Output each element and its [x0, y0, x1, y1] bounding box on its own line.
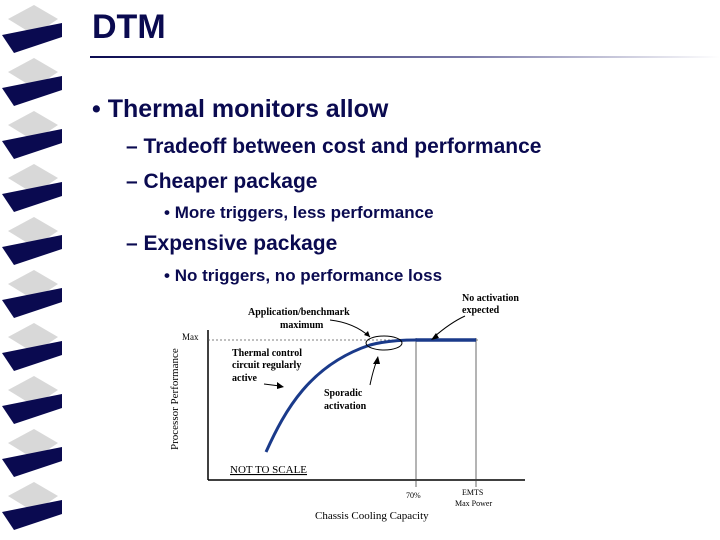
bullet-text: Expensive package [143, 232, 338, 255]
border-dark-strip [2, 182, 62, 212]
border-dark-strip [2, 394, 62, 424]
arrow-app [329, 319, 371, 338]
bullet-marker: – [126, 232, 138, 255]
border-dark-strip [2, 288, 62, 318]
y-max-label: Max [182, 332, 199, 342]
performance-figure: Max Processor Performance Application/be… [160, 290, 540, 525]
y-axis-label: Processor Performance [169, 348, 181, 450]
border-dark-strip [2, 447, 62, 477]
border-light-strip [8, 164, 58, 194]
border-dark-strip [2, 235, 62, 265]
bullet-text: Thermal monitors allow [107, 95, 389, 123]
annotation-thermal-line1: Thermal control [232, 348, 302, 359]
arrow-thermal-head [277, 382, 284, 389]
highlight-ellipse [365, 335, 403, 351]
bullet-text: Tradeoff between cost and performance [143, 135, 542, 158]
annotation-noact-line2: expected [462, 305, 500, 316]
border-light-strip [8, 58, 58, 88]
border-light-strip [8, 217, 58, 247]
border-light-strip [8, 111, 58, 141]
x-tick-emts: EMTS [462, 488, 483, 497]
bullet-item: • More triggers, less performance [164, 203, 434, 223]
arrow-sporadic-head [373, 356, 380, 364]
annotation-app-line2: maximum [280, 320, 324, 331]
bullet-item: – Cheaper package [126, 170, 317, 194]
bullet-item: – Tradeoff between cost and performance [126, 135, 541, 159]
bullet-marker: – [126, 170, 138, 193]
x-axis-label: Chassis Cooling Capacity [315, 510, 429, 522]
annotation-sporadic-line1: Sporadic [324, 388, 363, 399]
border-light-strip [8, 376, 58, 406]
arrow-app-head [364, 331, 370, 337]
bullet-text: No triggers, no performance loss [174, 266, 443, 285]
decorative-border [2, 5, 62, 530]
scale-note: NOT TO SCALE [230, 464, 307, 476]
performance-curve [264, 338, 417, 453]
arrow-noact [433, 315, 466, 338]
bullet-item: • No triggers, no performance loss [164, 266, 442, 286]
bullet-text: More triggers, less performance [174, 203, 434, 222]
bullet-marker: – [126, 135, 138, 158]
x-tick-70pct: 70% [406, 491, 421, 500]
slide-title: DTM [92, 8, 166, 46]
title-divider [90, 56, 720, 58]
annotation-noact-line1: No activation [462, 293, 519, 304]
x-tick-maxpower: Max Power [455, 499, 492, 508]
bullet-item: – Expensive package [126, 232, 337, 256]
border-dark-strip [2, 500, 62, 530]
annotation-thermal-line3: active [232, 373, 258, 384]
border-light-strip [8, 5, 58, 35]
annotation-thermal-line2: circuit regularly [232, 360, 301, 371]
bullet-text: Cheaper package [143, 170, 318, 193]
bullet-marker: • [164, 203, 170, 222]
border-dark-strip [2, 129, 62, 159]
border-light-strip [8, 429, 58, 459]
border-dark-strip [2, 341, 62, 371]
annotation-sporadic-line2: activation [324, 401, 367, 412]
bullet-marker: • [92, 95, 101, 123]
bullet-marker: • [164, 266, 170, 285]
annotation-app-line1: Application/benchmark [248, 307, 350, 318]
border-dark-strip [2, 23, 62, 53]
figure-svg: Max Processor Performance Application/be… [169, 293, 525, 522]
border-light-strip [8, 270, 58, 300]
bullet-item: • Thermal monitors allow [92, 95, 388, 124]
border-light-strip [8, 323, 58, 353]
border-light-strip [8, 482, 58, 512]
arrow-noact-head [431, 333, 439, 340]
border-dark-strip [2, 76, 62, 106]
